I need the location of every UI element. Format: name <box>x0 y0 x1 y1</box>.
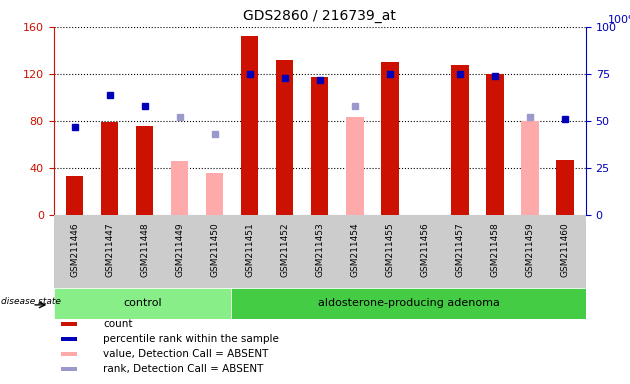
Text: percentile rank within the sample: percentile rank within the sample <box>103 334 279 344</box>
Bar <box>101 122 118 215</box>
Bar <box>521 121 539 215</box>
Title: GDS2860 / 216739_at: GDS2860 / 216739_at <box>243 9 396 23</box>
Text: GSM211453: GSM211453 <box>315 222 324 277</box>
Text: GSM211456: GSM211456 <box>420 222 429 277</box>
Bar <box>231 288 586 319</box>
Text: rank, Detection Call = ABSENT: rank, Detection Call = ABSENT <box>103 364 264 374</box>
Bar <box>206 173 224 215</box>
Text: GSM211451: GSM211451 <box>245 222 254 277</box>
Bar <box>276 60 294 215</box>
Text: GSM211457: GSM211457 <box>455 222 464 277</box>
Y-axis label: 100%: 100% <box>607 15 630 25</box>
Bar <box>61 337 77 341</box>
Bar <box>61 353 77 356</box>
Bar <box>381 62 399 215</box>
Bar <box>61 322 77 326</box>
Text: value, Detection Call = ABSENT: value, Detection Call = ABSENT <box>103 349 268 359</box>
Bar <box>556 160 574 215</box>
Text: aldosterone-producing adenoma: aldosterone-producing adenoma <box>318 298 500 308</box>
Text: GSM211454: GSM211454 <box>350 222 359 277</box>
Text: control: control <box>123 298 161 308</box>
Text: GSM211448: GSM211448 <box>140 222 149 277</box>
Text: GSM211459: GSM211459 <box>525 222 534 277</box>
Text: GSM211450: GSM211450 <box>210 222 219 277</box>
Text: count: count <box>103 319 133 329</box>
Bar <box>171 161 188 215</box>
Text: GSM211458: GSM211458 <box>490 222 500 277</box>
Text: GSM211455: GSM211455 <box>386 222 394 277</box>
Text: GSM211446: GSM211446 <box>70 222 79 277</box>
Bar <box>136 126 153 215</box>
Text: GSM211460: GSM211460 <box>561 222 570 277</box>
Text: GSM211449: GSM211449 <box>175 222 184 277</box>
Bar <box>451 65 469 215</box>
Bar <box>486 74 503 215</box>
Text: GSM211447: GSM211447 <box>105 222 114 277</box>
Bar <box>346 118 364 215</box>
Bar <box>54 288 231 319</box>
Bar <box>241 36 258 215</box>
Bar <box>311 78 328 215</box>
Text: disease state: disease state <box>1 297 61 306</box>
Text: GSM211452: GSM211452 <box>280 222 289 277</box>
Bar <box>66 176 83 215</box>
Bar <box>61 367 77 371</box>
